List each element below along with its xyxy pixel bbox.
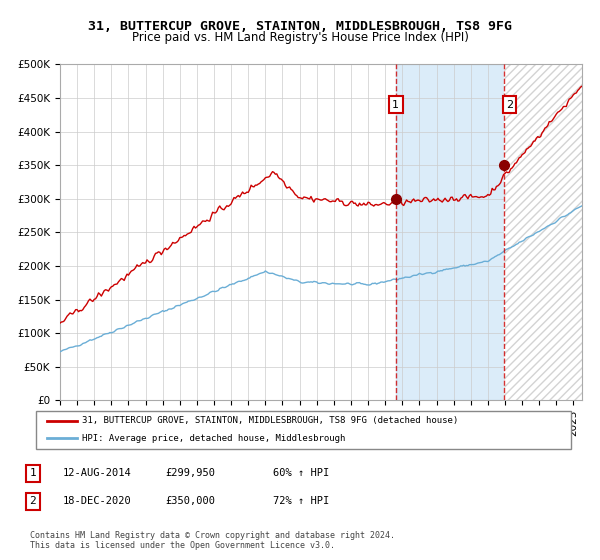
Text: 2: 2 bbox=[506, 100, 513, 110]
Text: 72% ↑ HPI: 72% ↑ HPI bbox=[273, 496, 329, 506]
Text: Contains HM Land Registry data © Crown copyright and database right 2024.
This d: Contains HM Land Registry data © Crown c… bbox=[30, 531, 395, 550]
Text: 12-AUG-2014: 12-AUG-2014 bbox=[63, 468, 132, 478]
Text: 31, BUTTERCUP GROVE, STAINTON, MIDDLESBROUGH, TS8 9FG: 31, BUTTERCUP GROVE, STAINTON, MIDDLESBR… bbox=[88, 20, 512, 32]
Bar bbox=[505, 64, 582, 400]
Text: Price paid vs. HM Land Registry's House Price Index (HPI): Price paid vs. HM Land Registry's House … bbox=[131, 31, 469, 44]
Text: 31, BUTTERCUP GROVE, STAINTON, MIDDLESBROUGH, TS8 9FG (detached house): 31, BUTTERCUP GROVE, STAINTON, MIDDLESBR… bbox=[82, 416, 458, 425]
FancyBboxPatch shape bbox=[35, 411, 571, 449]
Text: 2: 2 bbox=[29, 496, 37, 506]
Text: £299,950: £299,950 bbox=[165, 468, 215, 478]
Text: 1: 1 bbox=[29, 468, 37, 478]
Text: HPI: Average price, detached house, Middlesbrough: HPI: Average price, detached house, Midd… bbox=[82, 433, 346, 443]
Text: 18-DEC-2020: 18-DEC-2020 bbox=[63, 496, 132, 506]
Text: 60% ↑ HPI: 60% ↑ HPI bbox=[273, 468, 329, 478]
Text: 1: 1 bbox=[392, 100, 399, 110]
Bar bbox=[505, 64, 582, 400]
Text: £350,000: £350,000 bbox=[165, 496, 215, 506]
Bar bbox=[396, 64, 505, 400]
